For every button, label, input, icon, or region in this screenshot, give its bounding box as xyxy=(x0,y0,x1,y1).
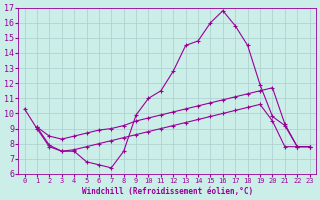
X-axis label: Windchill (Refroidissement éolien,°C): Windchill (Refroidissement éolien,°C) xyxy=(82,187,253,196)
